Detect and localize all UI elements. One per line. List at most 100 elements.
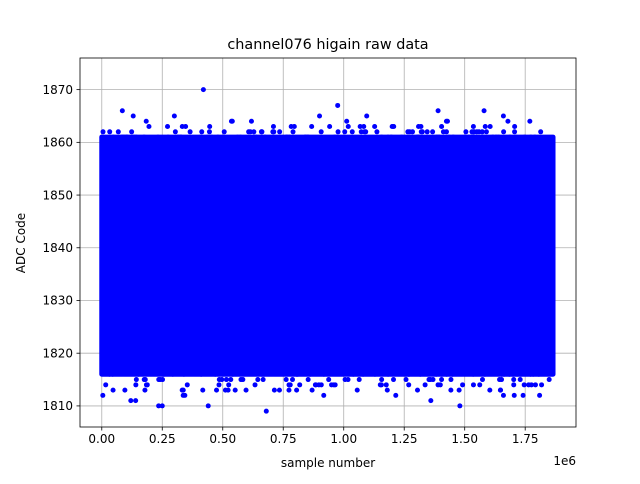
outlier-point: [205, 403, 211, 409]
data-point: [170, 371, 176, 377]
data-point: [512, 124, 518, 130]
data-point: [481, 134, 487, 140]
chart-title: channel076 higain raw data: [227, 37, 428, 53]
outlier-point: [435, 108, 441, 114]
data-point: [288, 124, 294, 130]
data-point: [360, 371, 366, 377]
data-point: [206, 129, 212, 135]
data-point: [119, 134, 125, 140]
data-point: [487, 124, 493, 130]
data-point: [403, 377, 409, 383]
outlier-point: [159, 403, 165, 409]
outlier-point: [263, 408, 269, 414]
data-point: [235, 134, 241, 140]
x-axis-label: sample number: [281, 456, 375, 470]
data-point: [499, 377, 505, 383]
data-point: [426, 377, 432, 383]
data-point: [326, 377, 332, 383]
data-point: [214, 387, 220, 393]
data-point: [305, 134, 311, 140]
data-point: [344, 118, 350, 124]
data-point: [184, 382, 190, 388]
data-point: [141, 377, 147, 383]
data-point: [522, 134, 528, 140]
data-point: [122, 387, 128, 393]
data-point: [290, 129, 296, 135]
data-point: [406, 371, 412, 377]
x-tick-label: 1.75: [512, 432, 539, 446]
data-point: [350, 371, 356, 377]
y-tick-label: 1810: [42, 399, 73, 413]
data-point: [383, 382, 389, 388]
data-point: [209, 134, 215, 140]
data-point: [495, 134, 501, 140]
data-point: [470, 382, 476, 388]
data-point: [294, 387, 300, 393]
data-point: [155, 134, 161, 140]
data-point: [430, 129, 436, 135]
data-point: [391, 124, 397, 130]
data-point: [146, 124, 152, 130]
data-point: [226, 382, 232, 388]
dense-sample-band: [99, 134, 556, 377]
data-point: [286, 387, 292, 393]
data-point: [358, 129, 364, 135]
x-axis-ticks: 0.00 0.25 0.50 0.75 1.00 1.25 1.50 1.75: [88, 427, 539, 446]
y-tick-label: 1820: [42, 346, 73, 360]
data-point: [507, 134, 513, 140]
x-axis-offset-label: 1e6: [553, 454, 576, 468]
data-point: [482, 124, 488, 130]
data-point: [526, 382, 532, 388]
data-point: [100, 392, 106, 398]
data-point: [448, 387, 454, 393]
data-point: [179, 387, 185, 393]
outlier-point: [156, 403, 162, 409]
data-point: [142, 387, 148, 393]
data-point: [518, 371, 524, 377]
outlier-point: [128, 398, 134, 404]
data-point: [511, 392, 517, 398]
data-point: [216, 377, 222, 383]
data-point: [417, 371, 423, 377]
data-point: [307, 371, 313, 377]
x-tick-label: 1.00: [330, 432, 357, 446]
data-point: [110, 387, 116, 393]
data-point: [505, 118, 511, 124]
outlier-point: [171, 113, 177, 119]
data-point: [277, 129, 283, 135]
data-point: [321, 392, 327, 398]
data-point: [372, 371, 378, 377]
data-point: [536, 371, 542, 377]
x-tick-label: 1.25: [391, 432, 418, 446]
data-point: [332, 382, 338, 388]
data-point: [143, 118, 149, 124]
y-axis-ticks: 1810 1820 1830 1840 1850 1860 1870: [42, 83, 80, 413]
data-point: [439, 371, 445, 377]
data-point: [487, 387, 493, 393]
data-point: [133, 134, 139, 140]
data-point: [437, 382, 443, 388]
data-point: [460, 382, 466, 388]
outlier-point: [457, 403, 463, 409]
data-point: [318, 129, 324, 135]
data-point: [115, 129, 121, 135]
data-point: [228, 377, 234, 383]
data-point: [129, 129, 135, 135]
data-point: [294, 371, 300, 377]
data-point: [253, 134, 259, 140]
y-axis-label: ADC Code: [14, 213, 28, 273]
data-point: [243, 387, 249, 393]
data-point: [470, 134, 476, 140]
outlier-point: [133, 398, 139, 404]
data-point: [530, 371, 536, 377]
data-point: [198, 371, 204, 377]
data-point: [357, 124, 363, 130]
data-point: [514, 371, 520, 377]
data-point: [172, 129, 178, 135]
data-point: [110, 371, 116, 377]
outlier-point: [200, 87, 206, 93]
data-point: [379, 377, 385, 383]
data-point: [255, 377, 261, 383]
